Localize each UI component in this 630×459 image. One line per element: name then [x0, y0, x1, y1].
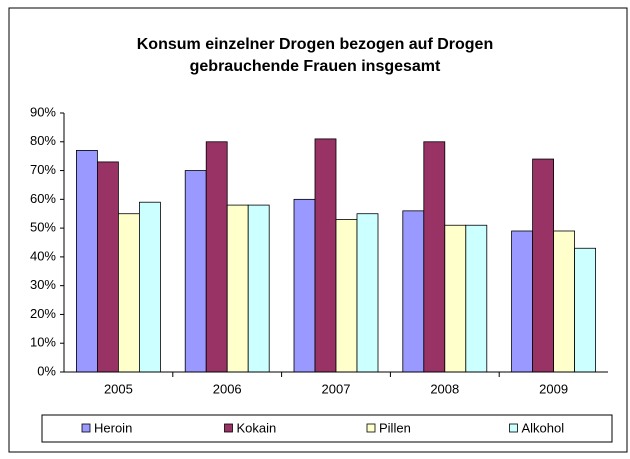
bar [532, 158, 554, 373]
y-tick-label: 80% [30, 133, 56, 148]
legend-swatch [366, 423, 376, 433]
y-tick-label: 90% [30, 104, 56, 119]
bar [356, 213, 379, 373]
legend-label: Alkohol [522, 420, 565, 435]
bar [247, 204, 270, 373]
bar [314, 138, 337, 373]
x-tick-label: 2006 [213, 381, 242, 396]
bar [76, 150, 98, 373]
bar [335, 219, 358, 373]
legend-swatch [224, 423, 233, 433]
y-tick-label: 70% [30, 162, 56, 177]
x-tick-label: 2009 [539, 381, 568, 396]
bar [402, 210, 425, 373]
bar [553, 230, 575, 373]
bar [293, 198, 316, 373]
bar [118, 213, 140, 373]
bar [226, 204, 249, 373]
y-tick-label: 30% [30, 277, 56, 292]
x-tick-label: 2007 [322, 381, 351, 396]
y-tick-label: 40% [30, 248, 56, 263]
y-tick-label: 0% [37, 363, 56, 378]
legend-swatch [509, 423, 518, 433]
y-tick-label: 60% [30, 191, 56, 206]
bar [205, 141, 228, 373]
legend-label: Heroin [94, 420, 132, 435]
legend-label: Pillen [379, 420, 411, 435]
bar [138, 201, 161, 373]
legend-swatch [81, 423, 91, 433]
chart-title: gebrauchende Frauen insgesamt [190, 58, 441, 75]
x-tick-label: 2005 [104, 381, 133, 396]
x-tick-label: 2008 [430, 381, 459, 396]
bar [97, 161, 119, 373]
bar [184, 170, 207, 373]
bar [444, 224, 467, 373]
y-tick-label: 10% [30, 335, 56, 350]
bar [574, 247, 596, 373]
bar [423, 141, 446, 373]
bar [465, 224, 488, 373]
y-tick-label: 50% [30, 220, 56, 235]
chart-title: Konsum einzelner Drogen bezogen auf Drog… [137, 36, 493, 53]
bar [511, 230, 534, 373]
y-tick-label: 20% [30, 306, 56, 321]
legend-label: Kokain [237, 420, 277, 435]
